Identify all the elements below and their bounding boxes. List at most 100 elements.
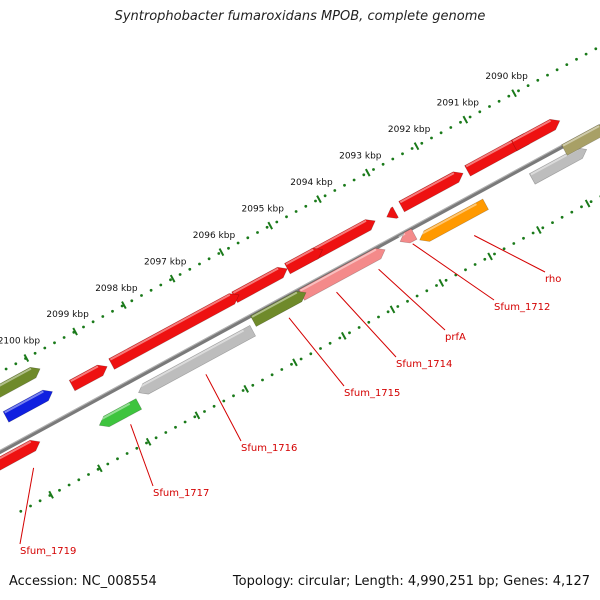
ring-dot [420, 141, 424, 145]
ring-dot [38, 499, 42, 503]
ring-dot [87, 473, 90, 476]
ring-dot [386, 310, 390, 314]
ring-dot [435, 284, 438, 287]
gene-arrow [2, 389, 53, 423]
ring-tick [389, 305, 396, 314]
gene-label: rho [545, 274, 561, 285]
ring-dot [227, 246, 230, 250]
ring-dot [580, 205, 583, 209]
gene-arrow [419, 198, 489, 242]
gene-arrow-highlight [0, 367, 32, 387]
gene-arrow [510, 118, 561, 152]
ring-dot [96, 467, 100, 471]
ring-dot [468, 115, 472, 119]
gene-arrow-highlight [109, 293, 231, 361]
ring-dot [309, 352, 313, 356]
ring-tick [267, 221, 274, 230]
ring-dot [29, 504, 32, 508]
ring-dot [101, 315, 105, 318]
ring-dot [256, 231, 259, 234]
ring-dot [149, 288, 153, 292]
ring-dot [193, 415, 197, 419]
ring-dot [328, 341, 332, 345]
kbp-label: 2094 kbp [290, 178, 333, 188]
kbp-label: 2090 kbp [485, 72, 528, 82]
ring-tick [413, 142, 420, 151]
ring-tick [243, 384, 249, 393]
ring-dot [222, 399, 226, 403]
gene-arrow-highlight [311, 219, 367, 251]
ring-dot [536, 78, 540, 82]
gene-arrow-highlight [398, 232, 406, 239]
ring-dot [348, 331, 351, 335]
ring-dot [522, 236, 525, 240]
ring-dot [188, 267, 192, 271]
label-connector [378, 268, 446, 331]
ring-dot [106, 462, 110, 466]
label-connector [19, 467, 35, 545]
ring-tick [23, 354, 30, 363]
ring-dot [362, 173, 366, 177]
gene-arrow-highlight [512, 119, 552, 142]
ring-dot [43, 346, 47, 350]
ring-dot [164, 431, 168, 434]
ring-tick [438, 278, 445, 287]
ring-dot [333, 189, 337, 192]
ring-tick [584, 199, 591, 208]
backbone-line [0, 123, 600, 455]
ring-dot [589, 200, 593, 204]
ring-dot [241, 389, 245, 392]
gene-label: Sfum_1715 [344, 388, 400, 399]
label-connectors [19, 235, 546, 545]
ring-dot [232, 394, 235, 398]
ring-dot [236, 241, 240, 245]
ring-dot [275, 220, 279, 224]
gene-arrow [98, 398, 143, 428]
kbp-scale-ring [4, 47, 598, 371]
gene-arrow [298, 247, 386, 301]
ring-dot [531, 231, 535, 235]
ring-dot [464, 268, 467, 272]
ring-dot [478, 110, 482, 114]
ring-dot [314, 199, 317, 203]
ring-tick [340, 331, 347, 340]
gene-labels: rho Sfum_1712 prfA Sfum_1714 Sfum_1715 Sfum_1… [20, 274, 561, 557]
ring-dot [111, 309, 114, 313]
gene-arrow-highlight [4, 390, 44, 414]
ring-dot [265, 225, 269, 229]
gene-arrow-highlight [417, 203, 477, 237]
ring-dot [4, 367, 8, 371]
kbp-labels: 2090 kbp 2091 kbp 2092 kbp 2093 kbp 2094 kbp… [0, 72, 528, 347]
ring-dot [338, 336, 342, 340]
ring-dot [391, 157, 395, 161]
ring-dot [517, 89, 520, 93]
gene-arrow [386, 206, 399, 219]
ring-dot [425, 289, 429, 293]
gene-label: Sfum_1716 [241, 443, 297, 454]
ring-dot [62, 336, 66, 339]
ring-dot [352, 178, 356, 182]
ring-dot [14, 362, 18, 366]
ring-dot [594, 47, 598, 51]
kbp-label: 2096 kbp [193, 231, 236, 241]
ring-dot [91, 320, 95, 324]
ring-tick [194, 411, 201, 420]
label-connector [288, 317, 345, 387]
ring-dot [174, 425, 177, 429]
label-connector [473, 235, 546, 273]
ring-dot [372, 168, 375, 171]
ring-dot [203, 410, 206, 413]
ring-dot [135, 446, 139, 450]
ring-tick [316, 195, 322, 204]
ring-dot [512, 242, 516, 245]
label-connector [130, 424, 154, 487]
ring-dot [58, 488, 61, 492]
ring-tick [462, 115, 469, 124]
ring-dot [285, 215, 288, 219]
gene-label: Sfum_1719 [20, 546, 76, 557]
ring-dot [154, 436, 158, 440]
ring-dot [145, 441, 148, 445]
ring-dot [526, 84, 530, 87]
ring-tick [364, 168, 371, 177]
accession-label: Accession: NC_008554 [9, 574, 157, 589]
